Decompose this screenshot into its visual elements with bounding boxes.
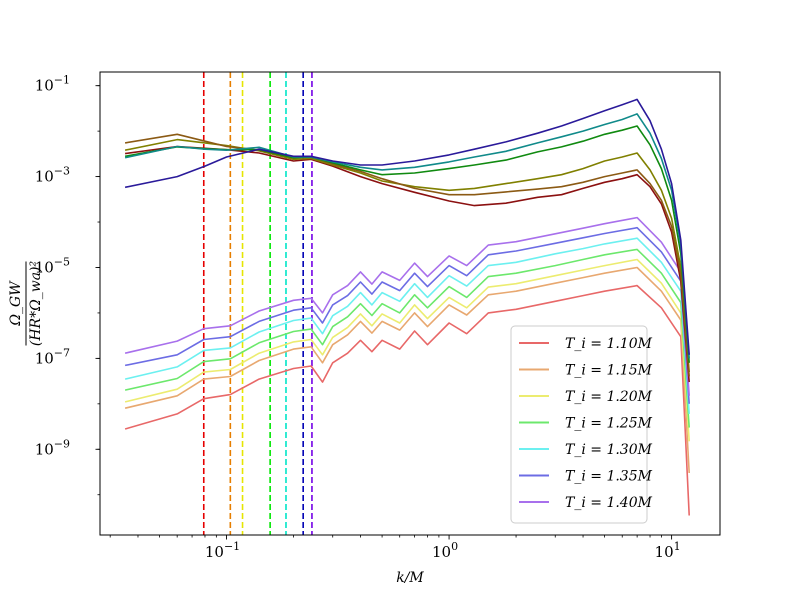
x-axis-label: k/M <box>396 570 424 586</box>
legend-label: T_i = 1.40M <box>565 495 653 511</box>
lower-series-line-4 <box>124 237 690 414</box>
y-tick-label: 10−1 <box>35 74 70 95</box>
lower-series-line-5 <box>124 226 690 404</box>
y-tick-label: 10−5 <box>35 255 70 276</box>
legend-box <box>510 325 648 524</box>
legend-label: T_i = 1.30M <box>565 442 653 458</box>
upper-series-line-0 <box>124 145 690 383</box>
lower-series-line-1 <box>124 266 690 474</box>
vertical-reference-lines <box>202 72 313 535</box>
upper-series-line-5 <box>124 98 690 355</box>
lower-series-line-3 <box>124 248 690 428</box>
y-axis-label-numerator: Ω_GW <box>8 280 24 327</box>
legend: T_i = 1.10M T_i = 1.15M T_i = 1.20M T_i = 1… <box>510 325 653 524</box>
legend-label: T_i = 1.20M <box>565 389 653 405</box>
lower-series-line-2 <box>124 258 690 442</box>
x-tick-label: 101 <box>655 540 681 561</box>
y-tick-label: 10−3 <box>35 165 70 186</box>
axis-ticks: 10−1 100 101 10−9 10−7 10−5 10−3 10−1 <box>35 74 681 561</box>
x-tick-label: 10−1 <box>205 540 240 561</box>
plot-frame <box>99 71 721 536</box>
series-lines <box>124 98 690 516</box>
x-tick-label: 100 <box>432 540 458 561</box>
y-tick-label: 10−7 <box>35 346 70 367</box>
y-axis-label-denominator: (HR*Ω_wa)² <box>28 261 44 347</box>
legend-label: T_i = 1.25M <box>565 416 653 432</box>
lower-series-line-6 <box>124 216 690 396</box>
legend-label: T_i = 1.35M <box>565 469 653 485</box>
lower-series-line-0 <box>124 284 690 516</box>
y-tick-label: 10−9 <box>35 437 70 458</box>
legend-label: T_i = 1.15M <box>565 363 653 379</box>
upper-series-line-4 <box>124 113 690 359</box>
y-axis-label: Ω_GW (HR*Ω_wa)² <box>8 261 44 347</box>
legend-label: T_i = 1.10M <box>565 336 653 352</box>
